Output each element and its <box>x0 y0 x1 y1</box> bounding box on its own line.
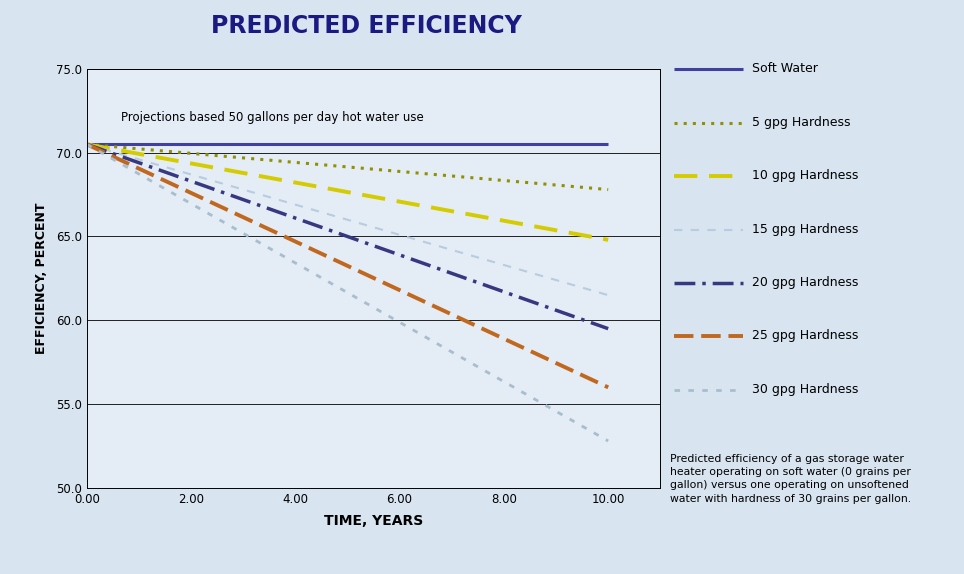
Text: 30 gpg Hardness: 30 gpg Hardness <box>752 383 858 395</box>
Text: Predicted efficiency of a gas storage water
heater operating on soft water (0 gr: Predicted efficiency of a gas storage wa… <box>670 454 911 503</box>
Text: 20 gpg Hardness: 20 gpg Hardness <box>752 276 858 289</box>
Text: PREDICTED EFFICIENCY: PREDICTED EFFICIENCY <box>211 14 522 38</box>
Text: Projections based 50 gallons per day hot water use: Projections based 50 gallons per day hot… <box>121 111 424 124</box>
Y-axis label: EFFICIENCY, PERCENT: EFFICIENCY, PERCENT <box>35 203 47 354</box>
Text: 5 gpg Hardness: 5 gpg Hardness <box>752 116 850 129</box>
Text: 15 gpg Hardness: 15 gpg Hardness <box>752 223 858 235</box>
Text: 25 gpg Hardness: 25 gpg Hardness <box>752 329 858 342</box>
Text: 10 gpg Hardness: 10 gpg Hardness <box>752 169 858 182</box>
Text: Soft Water: Soft Water <box>752 63 817 75</box>
X-axis label: TIME, YEARS: TIME, YEARS <box>324 514 423 528</box>
